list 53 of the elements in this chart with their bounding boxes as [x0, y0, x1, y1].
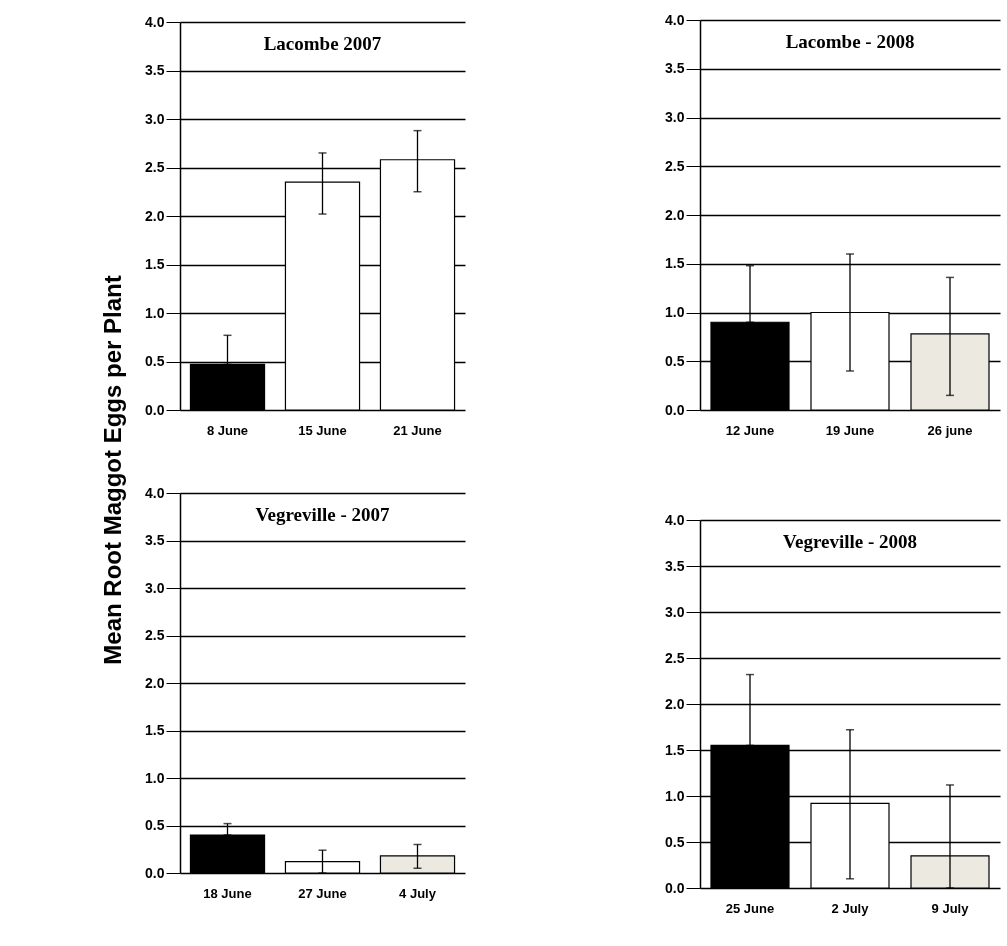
x-tick-label: 21 June: [393, 422, 442, 438]
y-tick-label: 2.5: [145, 159, 165, 175]
y-tick-label: 3.0: [665, 603, 685, 620]
y-tick-label: 2.5: [665, 649, 685, 666]
x-tick-label: 4 July: [399, 885, 437, 901]
x-tick-label: 25 June: [725, 900, 775, 916]
text: Vegreville - 2008: [782, 531, 918, 552]
y-tick-label: 2.5: [665, 157, 685, 174]
y-tick-label: 3.0: [665, 109, 685, 125]
x-tick-label: 19 June: [825, 422, 875, 438]
y-tick-label: 1.0: [145, 769, 165, 786]
y-tick-label: 1.0: [665, 787, 685, 804]
y-tick-label: 2.0: [145, 207, 165, 224]
text: Lacombe - 2008: [785, 31, 915, 52]
x-tick-label: 26 june: [927, 422, 973, 438]
x-tick-label: 2 July: [831, 900, 870, 916]
y-tick-label: 2.0: [665, 206, 685, 223]
y-tick-label: 3.5: [145, 62, 165, 78]
y-axis-title: Mean Root Maggot Eggs per Plant: [99, 275, 127, 665]
y-tick-label: 1.5: [145, 722, 165, 738]
y-tick-label: 2.0: [665, 695, 685, 712]
x-tick-label: 12 June: [725, 422, 775, 438]
y-tick-label: 0.0: [665, 879, 685, 896]
y-tick-label: 4.0: [665, 511, 685, 528]
y-tick-label: 1.0: [145, 304, 165, 321]
y-tick-label: 0.5: [665, 833, 685, 850]
y-tick-label: 3.5: [665, 60, 685, 77]
y-tick-label: 3.5: [665, 557, 685, 574]
y-tick-label: 2.0: [145, 674, 165, 691]
y-tick-label: 1.5: [665, 741, 685, 758]
text: Lacombe 2007: [263, 33, 382, 54]
y-tick-label: 4.0: [145, 484, 165, 501]
y-tick-label: 0.5: [145, 353, 165, 369]
x-tick-label: 15 June: [298, 422, 347, 438]
y-tick-label: 4.0: [145, 13, 165, 30]
x-tick-label: 27 June: [298, 885, 347, 901]
y-tick-label: 0.5: [665, 352, 685, 369]
y-tick-label: 3.0: [145, 579, 165, 596]
y-tick-label: 3.5: [145, 532, 165, 548]
y-tick-label: 0.0: [665, 401, 685, 418]
x-tick-label: 8 June: [206, 422, 249, 438]
y-tick-label: 1.0: [665, 304, 685, 320]
text: Vegreville - 2007: [255, 504, 391, 525]
y-tick-label: 0.0: [145, 864, 165, 881]
y-tick-label: 0.0: [145, 401, 165, 418]
y-tick-label: 3.0: [145, 110, 165, 127]
y-tick-label: 2.5: [145, 627, 165, 643]
x-tick-label: 18 June: [203, 885, 252, 901]
y-tick-label: 1.5: [145, 256, 165, 272]
x-tick-label: 9 July: [931, 900, 970, 916]
y-tick-label: 4.0: [665, 11, 685, 28]
y-tick-label: 1.5: [665, 255, 685, 272]
y-tick-label: 0.5: [145, 817, 165, 833]
